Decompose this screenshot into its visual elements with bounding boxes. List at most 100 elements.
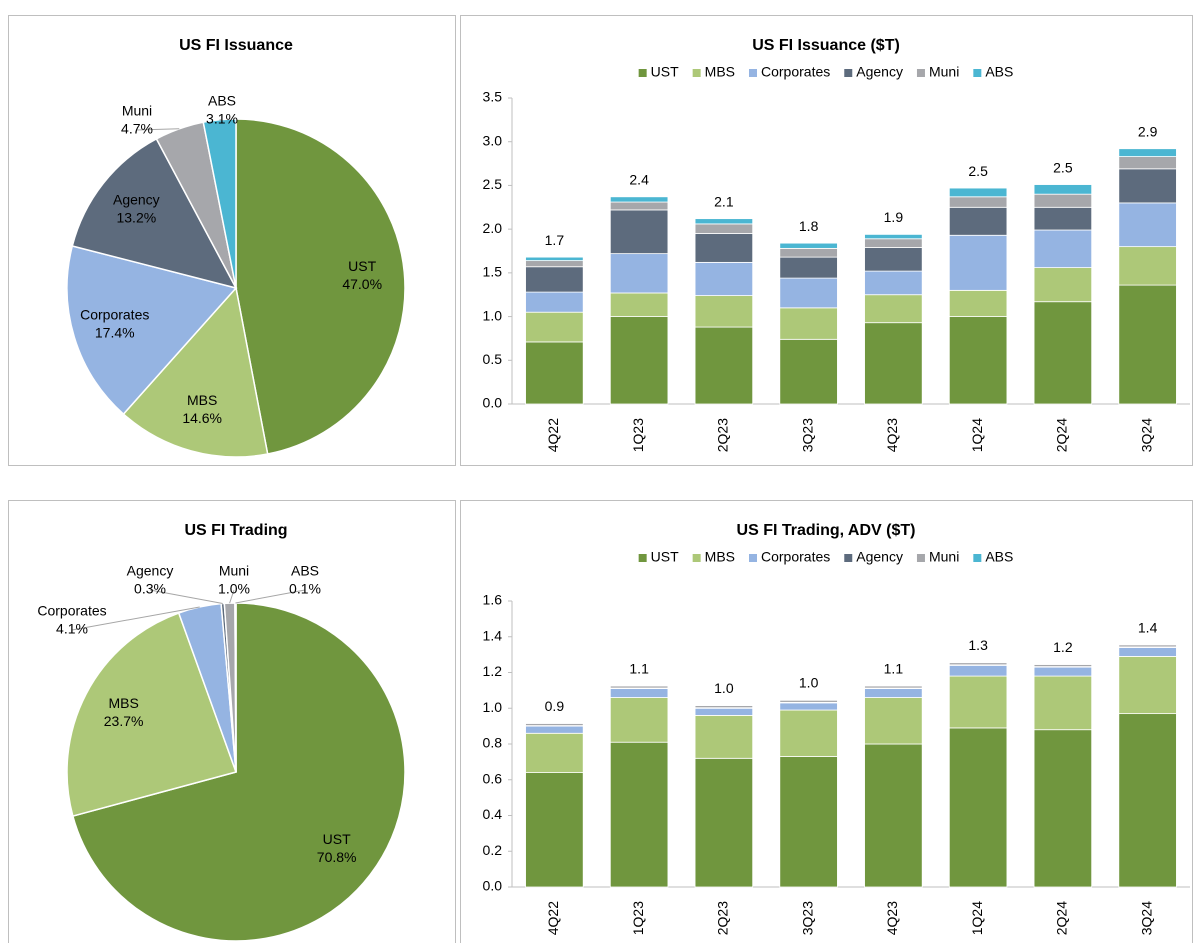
leader-line — [136, 128, 180, 131]
bar-segment — [779, 242, 838, 249]
bar-segment — [609, 201, 669, 211]
bar-segment — [864, 322, 923, 405]
bar-segment — [525, 256, 584, 262]
total-label: 1.0 — [799, 675, 819, 691]
bar-segment — [609, 209, 669, 255]
legend-marker — [844, 554, 853, 562]
legend-label: MBS — [705, 549, 735, 565]
x-tick-label: 1Q23 — [630, 901, 646, 935]
chart-title: US FI Issuance ($T) — [752, 37, 900, 54]
y-tick-label: 0.4 — [483, 806, 503, 822]
legend-label: UST — [651, 64, 679, 80]
bar-segment — [864, 697, 923, 745]
leader-line — [71, 606, 200, 631]
x-tick-label: 3Q24 — [1138, 901, 1154, 935]
total-label: 2.9 — [1138, 123, 1158, 139]
total-label: 1.3 — [968, 637, 988, 653]
legend-label: ABS — [985, 549, 1013, 565]
y-tick-label: 1.0 — [483, 307, 503, 323]
bar-segment — [1033, 267, 1093, 303]
bar-segment — [609, 253, 669, 294]
x-tick-label: 4Q23 — [884, 418, 900, 452]
bar-segment — [864, 270, 923, 296]
bar-segment — [694, 757, 754, 888]
pie-slice — [202, 118, 237, 289]
bar-segment — [1118, 246, 1177, 286]
y-tick-label: 3.0 — [483, 132, 503, 148]
bar-segment — [1033, 193, 1093, 208]
bar-segment — [1118, 168, 1177, 204]
bar-segment — [864, 233, 923, 240]
slice-value-label: 14.6% — [182, 410, 222, 426]
slice-value-label: 23.7% — [104, 713, 144, 729]
x-tick-label: 1Q23 — [630, 418, 646, 452]
slice-label: ABS — [291, 563, 319, 579]
y-tick-label: 1.0 — [483, 699, 503, 715]
legend-marker — [916, 554, 925, 562]
slice-label: Agency — [127, 563, 174, 579]
leader-line — [235, 589, 306, 604]
slice-value-label: 3.1% — [206, 111, 238, 127]
bar-segment — [1118, 647, 1177, 657]
y-tick-label: 0.0 — [483, 395, 503, 411]
bar-segment — [864, 294, 923, 324]
legend-marker — [692, 554, 701, 562]
bar-segment — [948, 727, 1008, 888]
bar-segment — [525, 725, 584, 734]
bar-segment — [948, 289, 1008, 317]
total-label: 1.1 — [629, 660, 649, 676]
x-tick-label: 4Q22 — [545, 901, 561, 935]
slice-value-label: 4.1% — [56, 621, 88, 637]
x-tick-label: 3Q23 — [799, 418, 815, 452]
bar-segment — [1033, 675, 1093, 731]
bar-segment — [525, 732, 584, 774]
x-tick-label: 2Q23 — [715, 418, 731, 452]
total-label: 1.1 — [884, 660, 904, 676]
chart-title: US FI Issuance — [179, 37, 293, 54]
y-tick-label: 0.0 — [483, 878, 503, 894]
slice-label: ABS — [208, 93, 236, 109]
leader-line — [229, 589, 235, 604]
total-label: 0.9 — [545, 698, 565, 714]
slice-label: Muni — [219, 563, 249, 579]
y-tick-label: 3.5 — [483, 89, 503, 105]
y-tick-label: 0.2 — [483, 842, 503, 858]
slice-label: Corporates — [80, 307, 149, 323]
x-tick-label: 4Q22 — [545, 418, 561, 452]
bar-segment — [779, 247, 838, 258]
total-label: 1.8 — [799, 218, 819, 234]
legend-marker — [638, 554, 647, 562]
bar-segment — [779, 756, 838, 888]
x-tick-label: 2Q24 — [1054, 418, 1070, 452]
bar-segment — [525, 311, 584, 343]
bar-segment — [779, 702, 838, 711]
legend-marker — [916, 69, 925, 77]
bar-segment — [1118, 656, 1177, 715]
bar-segment — [609, 196, 669, 203]
bar-segment — [694, 223, 754, 234]
legend-marker — [749, 554, 757, 562]
pie-slice — [235, 118, 406, 455]
slice-label: MBS — [187, 392, 217, 408]
bar-segment — [525, 772, 584, 888]
x-tick-label: 2Q23 — [715, 901, 731, 935]
bar-segment — [948, 196, 1008, 208]
slice-label: MBS — [108, 695, 138, 711]
bar-segment — [694, 326, 754, 405]
bar-segment — [525, 266, 584, 293]
bar-segment — [609, 292, 669, 317]
slice-label: Agency — [113, 191, 160, 207]
legend-label: MBS — [705, 64, 735, 80]
pie-slice — [66, 612, 237, 818]
x-tick-label: 4Q23 — [884, 901, 900, 935]
legend-marker — [638, 69, 647, 77]
x-tick-label: 3Q23 — [799, 901, 815, 935]
y-tick-label: 0.8 — [483, 735, 503, 751]
legend-label: ABS — [985, 64, 1013, 80]
bar-segment — [864, 247, 923, 272]
legend-label: Muni — [929, 549, 959, 565]
bar-segment — [1033, 301, 1093, 405]
bar-segment — [1033, 666, 1093, 677]
legend-label: UST — [651, 549, 679, 565]
